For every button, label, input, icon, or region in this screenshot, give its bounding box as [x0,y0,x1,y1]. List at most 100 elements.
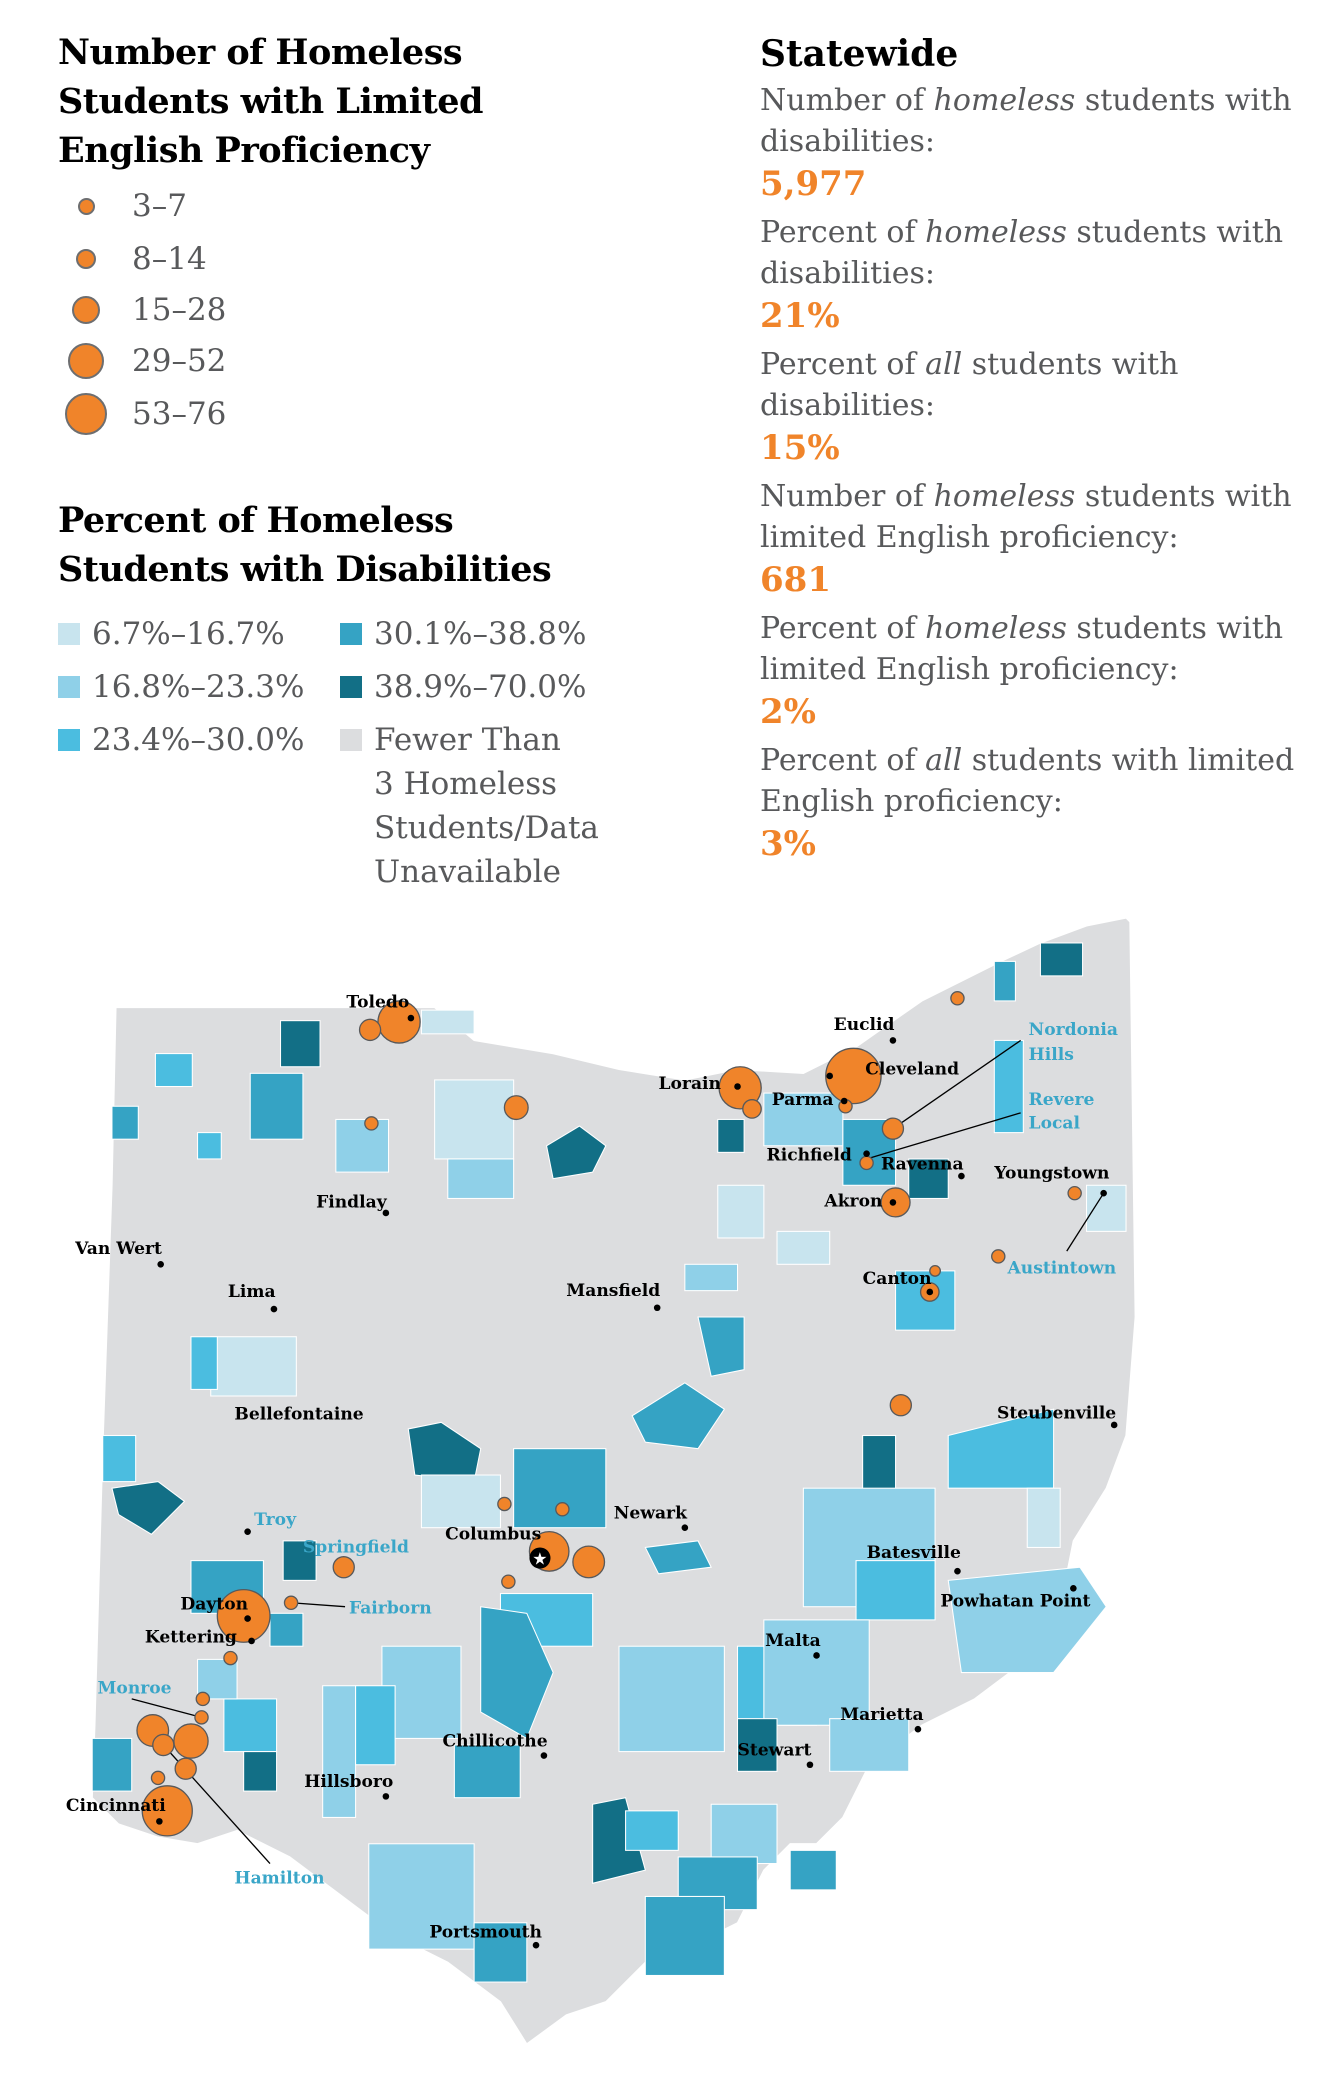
city-label: Youngstown [993,1164,1110,1184]
district-label: Fairborn [349,1598,432,1618]
district [480,1606,554,1740]
size-legend-item: 29–52 [58,343,226,379]
circle-icon [77,197,95,215]
district [447,1158,515,1199]
district [717,1184,765,1239]
districts [91,942,1127,1983]
lep-circle [503,1095,529,1121]
city-label: Van Wert [74,1239,162,1259]
district-label: Nordonia [1029,1020,1118,1040]
district-label: Hills [1029,1045,1074,1065]
svg-text:★: ★ [532,1550,547,1570]
t: all [925,347,963,382]
size-label: 29–52 [132,343,227,379]
lep-circle [555,1502,570,1517]
swatch [340,729,362,751]
swatch [340,676,362,698]
district [625,1810,679,1851]
city-label: Dayton [180,1594,248,1614]
district [710,1803,778,1865]
label-line: 3 Homeless [374,766,558,802]
city-dot [958,1172,965,1180]
district [223,1698,278,1753]
district-label: Springfield [303,1538,409,1558]
city-dot [681,1524,689,1531]
city-dot [1070,1584,1077,1592]
stat-label: Percent of all students with disabilitie… [760,344,1300,426]
city-dot [653,1304,661,1312]
city-dot [532,1941,540,1949]
city-dot [157,1261,164,1268]
t: Number of [760,83,934,118]
city-dot [954,1567,961,1575]
district [1026,1487,1061,1548]
city-label: Columbus [445,1525,541,1545]
city-dot [270,1305,278,1313]
circle-icon [76,249,96,269]
stat-value: 3% [760,824,816,864]
city-label: Akron [823,1191,883,1211]
swatch [58,623,80,645]
swatch-label: 38.9%–70.0% [374,669,587,705]
district [322,1685,357,1818]
district [111,1105,139,1140]
lep-circle [572,1545,606,1579]
swatch [340,623,362,645]
district [631,1382,726,1450]
title-line: English Proficiency [58,130,430,171]
city-dot [806,1761,814,1769]
city-label: Cincinnati [66,1796,166,1816]
city-label: Cleveland [865,1060,959,1080]
district-label: Hamilton [234,1868,325,1888]
city-dot [813,1652,820,1659]
district [947,1566,1107,1674]
city-label: Euclid [834,1015,895,1035]
city-dot [407,1014,415,1022]
city-label: Parma [772,1090,834,1110]
district [545,1125,607,1180]
size-legend-item: 53–76 [58,393,226,435]
leader-line [866,1112,1021,1160]
city-dot [244,1528,251,1535]
lep-circle [929,1264,941,1277]
lep-circle [194,1710,209,1725]
leader-line [131,1698,202,1718]
color-legend-item: 30.1%–38.8% [340,612,586,656]
city-label: Canton [863,1269,932,1289]
city-label: Portsmouth [429,1922,542,1942]
color-legend-title: Percent of Homeless Students with Disabi… [58,496,552,594]
district [111,1481,186,1535]
city-dot [382,1209,390,1217]
district [355,1685,396,1766]
district [763,1619,870,1726]
district [335,1118,390,1173]
district-label: Austintown [1006,1259,1116,1279]
t: homeless [933,479,1076,514]
city-label: Steubenville [997,1403,1116,1423]
district [644,1895,725,1976]
lep-circle [881,1117,905,1140]
color-legend-item: 23.4%–30.0% [58,718,304,762]
stat-value: 21% [760,296,840,336]
size-legend-item: 8–14 [58,241,207,277]
title-line: Students with Disabilities [58,549,552,590]
district [908,1158,949,1199]
district [407,1421,482,1483]
district [993,960,1016,1002]
lep-circle [223,1650,238,1666]
district [862,1434,897,1496]
district [91,1737,133,1792]
stat-label: Percent of all students with limited Eng… [760,740,1300,822]
swatch-label: 6.7%–16.7% [92,616,285,652]
t: students with disabilities: [760,347,1179,423]
city-label: Kettering [145,1627,237,1647]
district [789,1849,837,1891]
color-legend-item: 16.8%–23.3% [58,665,304,709]
district [453,1744,521,1799]
stat: Percent of all students with disabilitie… [760,344,1300,470]
t: Percent of [760,743,926,778]
lep-circle [283,1595,299,1611]
district [697,1316,745,1377]
stat-value: 681 [760,560,831,600]
